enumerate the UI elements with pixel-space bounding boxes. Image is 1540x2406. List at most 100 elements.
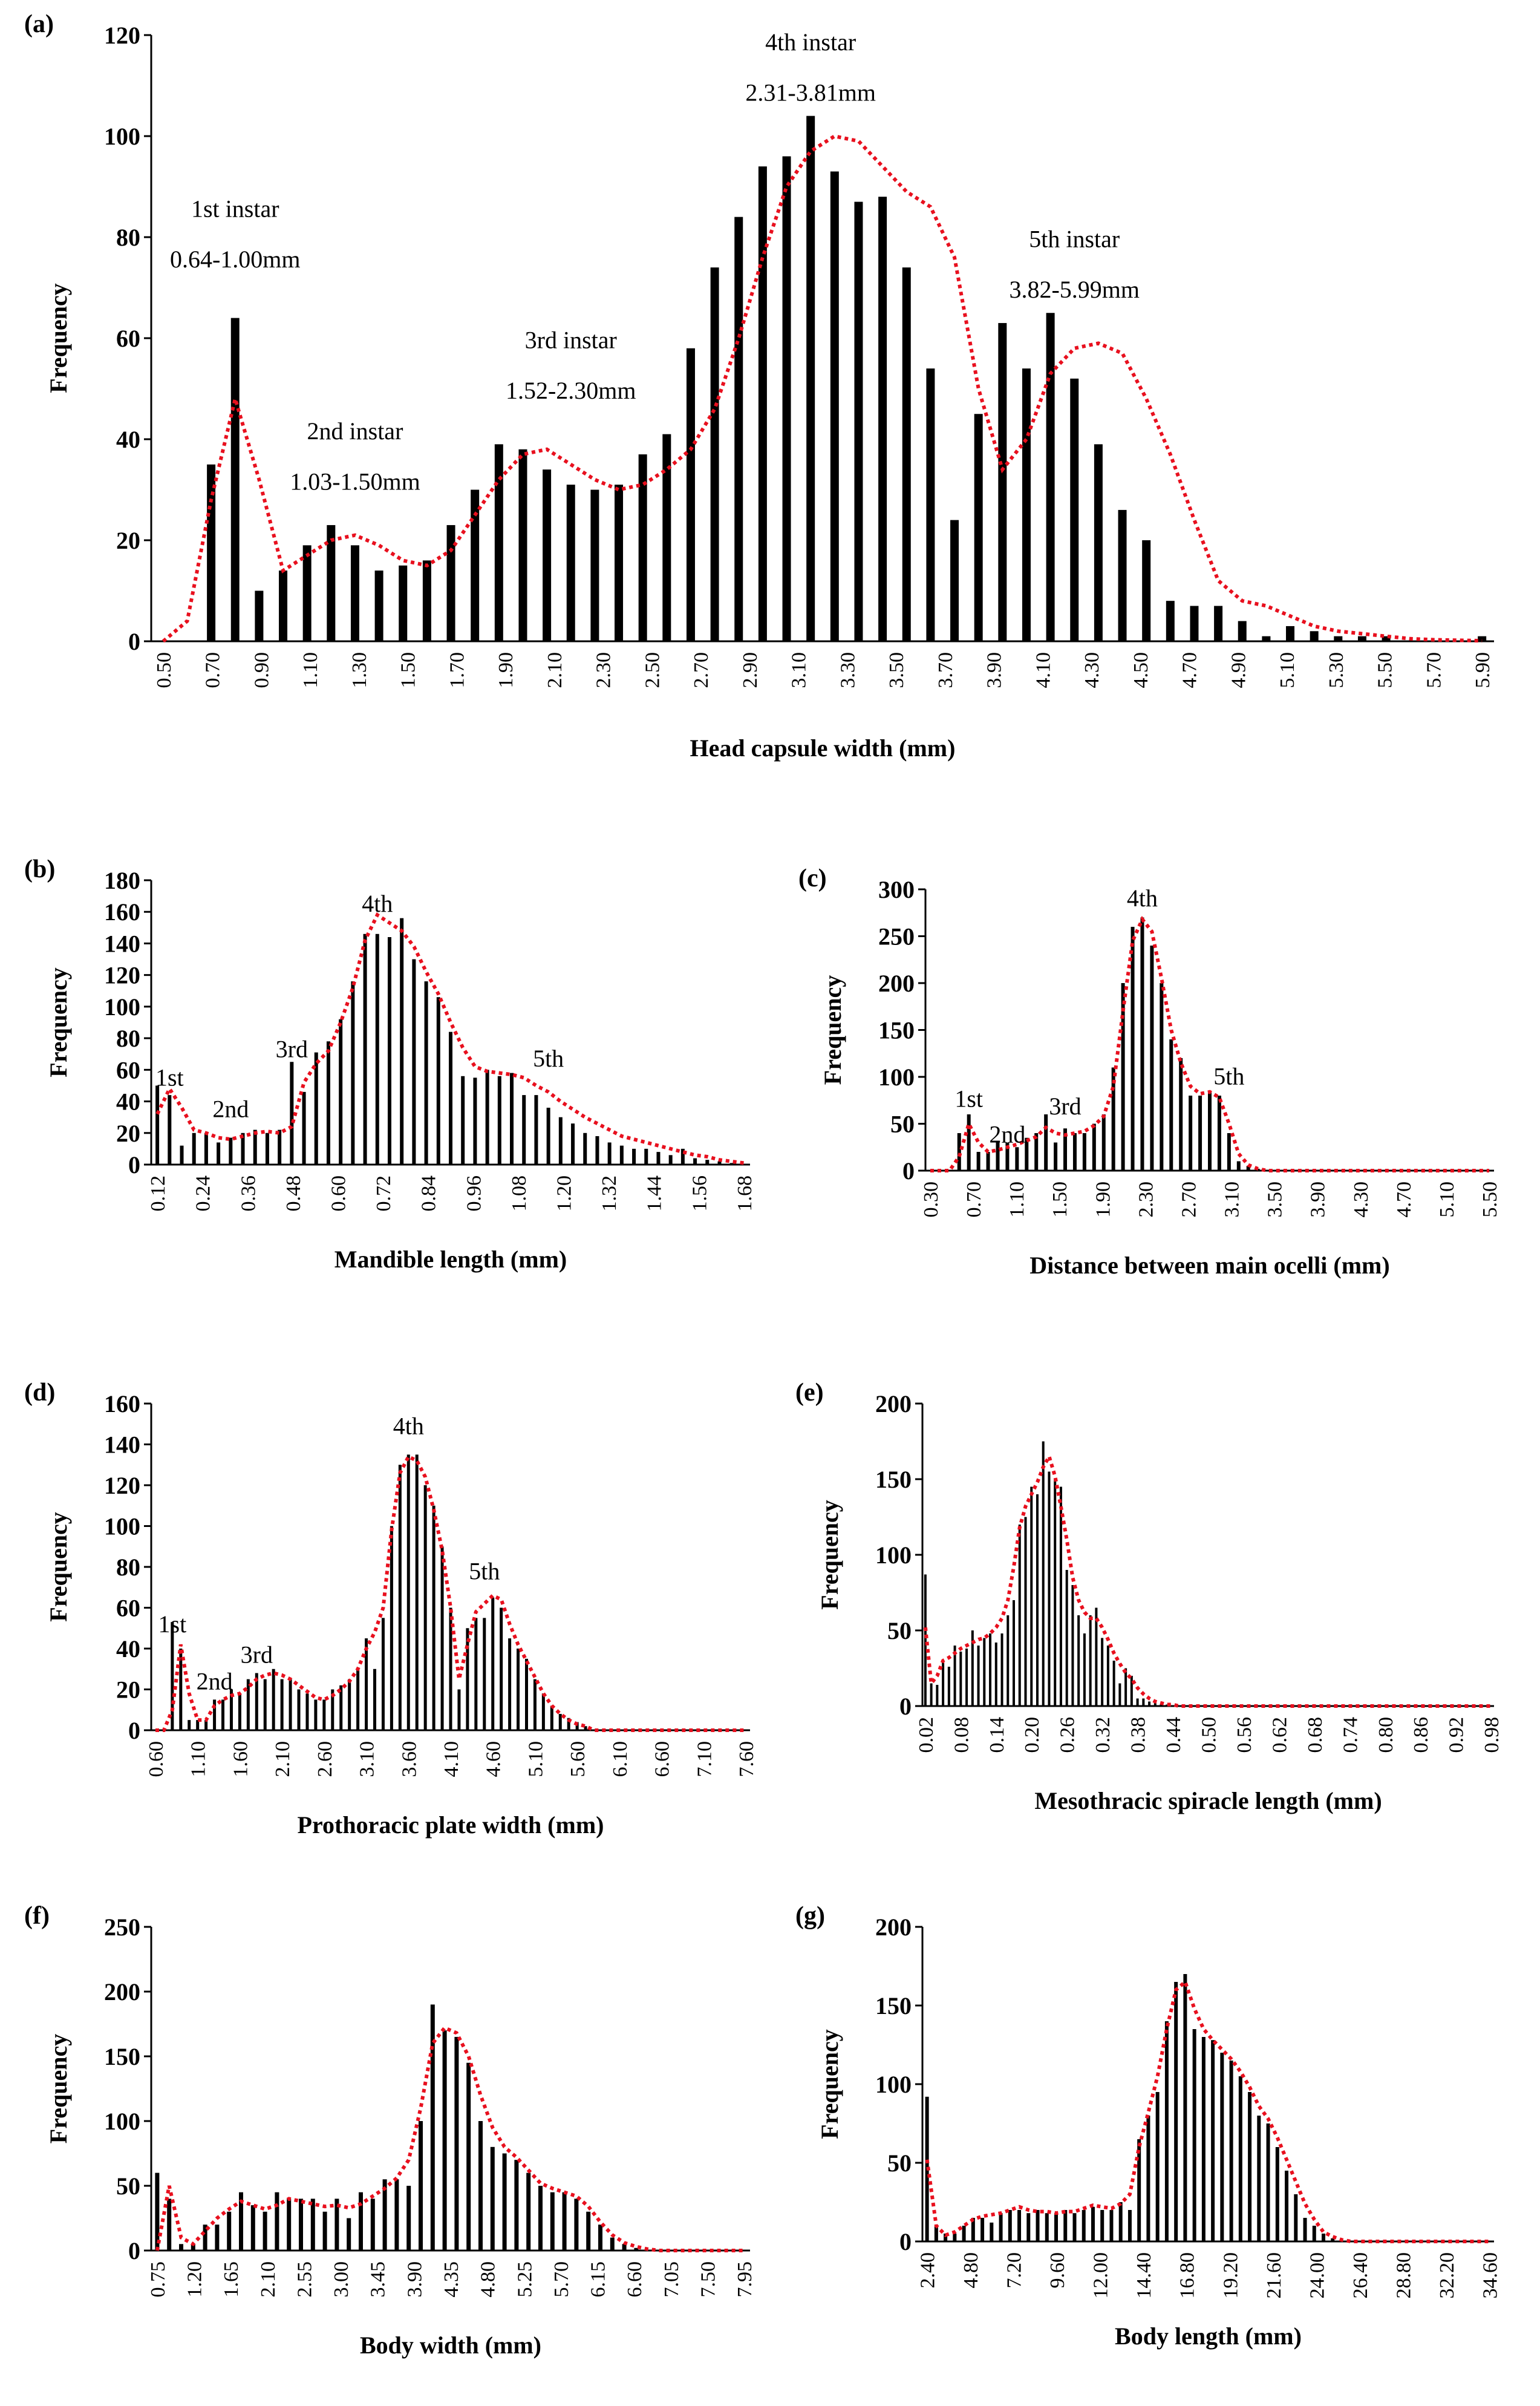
bar	[485, 1070, 489, 1165]
bar	[466, 1628, 469, 1730]
bar	[1227, 1133, 1231, 1171]
bar	[1022, 368, 1031, 641]
x-tick-label: 12.00	[1090, 2252, 1112, 2299]
bar	[977, 1646, 980, 1706]
x-tick-label: 16.80	[1176, 2252, 1199, 2299]
x-tick-label: 9.60	[1046, 2252, 1069, 2289]
bar	[990, 2222, 994, 2241]
bar	[1059, 1486, 1062, 1706]
x-tick-label: 1.20	[184, 2261, 206, 2298]
bar	[1101, 1114, 1106, 1171]
x-tick-label: 1.60	[229, 1741, 252, 1777]
bar	[926, 368, 935, 641]
x-tick-label: 2.90	[739, 652, 762, 688]
y-tick-label: 0	[128, 2237, 140, 2264]
x-tick-label: 1.70	[446, 652, 468, 688]
bar	[830, 171, 839, 641]
bar	[662, 434, 671, 641]
bar	[382, 2179, 387, 2251]
bar	[250, 2205, 255, 2251]
bar	[930, 1683, 933, 1706]
bar	[1208, 1091, 1212, 1171]
bar	[534, 1095, 538, 1165]
bar	[1130, 1676, 1133, 1706]
bar	[381, 1618, 385, 1730]
panel-d: (d) 0 20 40 60 80 100 120 140 160 0.60 1.10 1.60 2.10…	[24, 1379, 758, 1839]
bar	[686, 348, 695, 641]
bar	[1025, 1137, 1029, 1171]
bar	[902, 267, 911, 642]
annotation-label: 3.82-5.99mm	[1009, 276, 1140, 303]
bar	[203, 2225, 207, 2251]
bar	[1131, 927, 1135, 1171]
bar	[518, 449, 527, 641]
bar	[1036, 2210, 1040, 2241]
bar	[1112, 1661, 1115, 1706]
bar	[155, 1085, 160, 1165]
bar	[359, 2192, 363, 2251]
y-tick-label: 50	[887, 1617, 912, 1644]
x-tick-label: 5.10	[1276, 652, 1299, 688]
annotation-label: 5th	[469, 1557, 500, 1584]
bar	[1082, 1133, 1086, 1171]
bar	[586, 2211, 591, 2251]
y-tick-label: 180	[104, 867, 140, 894]
x-tick-label: 34.60	[1479, 2252, 1501, 2299]
bar	[500, 1607, 503, 1730]
bar	[1045, 2213, 1049, 2241]
bar	[1201, 2037, 1206, 2241]
bar	[302, 545, 312, 641]
x-tick-label: 0.24	[192, 1175, 215, 1212]
bar	[238, 1693, 241, 1730]
bar	[1026, 2213, 1031, 2241]
bar	[213, 1699, 217, 1730]
x-tick-label: 3.10	[1221, 1182, 1244, 1218]
bar	[999, 2213, 1003, 2241]
bar	[375, 933, 379, 1165]
bar	[1072, 2213, 1077, 2241]
x-tick-label: 3.50	[1264, 1182, 1287, 1218]
x-tick-label: 0.70	[202, 652, 224, 688]
x-tick-label: 0.86	[1410, 1717, 1432, 1753]
bar	[275, 2192, 279, 2251]
x-tick-label: 0.44	[1163, 1717, 1185, 1753]
y-tick-label: 100	[104, 123, 140, 150]
bar	[1155, 2092, 1160, 2241]
annotation-label: 3rd instar	[525, 327, 617, 354]
x-tick-label: 3.10	[788, 652, 811, 688]
bar	[541, 1693, 545, 1730]
annotation-label: 0.64-1.00mm	[170, 246, 301, 273]
bar	[693, 1158, 697, 1165]
bar	[287, 2198, 292, 2251]
bar	[574, 2198, 579, 2251]
bar	[1000, 1633, 1003, 1706]
bar	[998, 322, 1007, 641]
x-tick-label: 3.90	[984, 652, 1006, 688]
bar	[959, 1652, 962, 1706]
annotation-label: 1st	[158, 1610, 187, 1638]
panel-label-b: (b)	[24, 855, 55, 883]
bar	[1214, 606, 1223, 641]
x-tick-label: 0.80	[1375, 1717, 1397, 1753]
bar	[314, 1699, 318, 1730]
bar	[1042, 1441, 1045, 1706]
x-tick-label: 4.90	[1227, 652, 1250, 688]
x-tick-label: 1.90	[1092, 1182, 1114, 1218]
annotation-label: 5th	[1213, 1062, 1244, 1090]
bar	[1217, 1096, 1221, 1171]
bar	[1054, 1142, 1058, 1171]
bar	[272, 1669, 275, 1730]
bar	[442, 2030, 447, 2251]
bar	[478, 2121, 483, 2251]
bar	[1211, 2040, 1215, 2241]
x-tick-label: 0.14	[986, 1717, 1008, 1753]
bar	[221, 1699, 225, 1730]
y-tick-label: 50	[116, 2172, 140, 2200]
bar	[962, 2226, 966, 2241]
bar	[1285, 2171, 1289, 2241]
bar	[419, 2121, 423, 2251]
y-tick-label: 250	[104, 1914, 140, 1941]
bar	[239, 2192, 243, 2251]
x-tick-label: 1.50	[397, 652, 420, 688]
bar	[191, 2244, 195, 2251]
